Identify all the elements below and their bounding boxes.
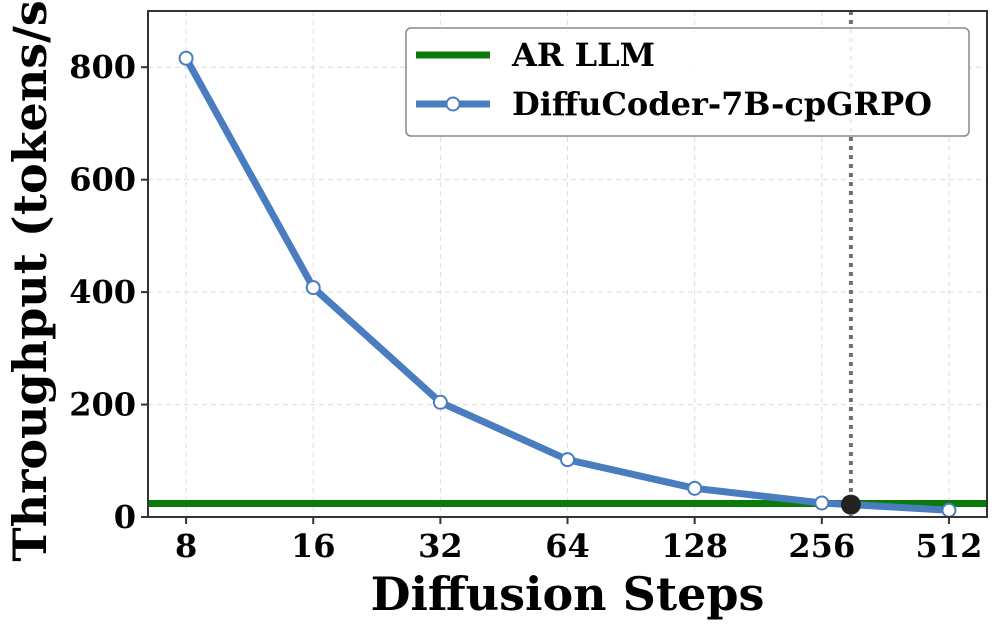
legend-label-diffucoder: DiffuCoder-7B-cpGRPO [512,85,932,123]
y-tick-label: 0 [114,498,136,536]
data-point [305,280,321,296]
x-tick-label: 256 [788,527,855,565]
data-point [814,495,830,511]
y-axis-title: Throughput (tokens/s) [3,0,57,562]
legend: AR LLM DiffuCoder-7B-cpGRPO [405,27,970,137]
x-tick-label: 512 [916,527,983,565]
y-tick-label: 800 [69,48,136,86]
data-point [560,452,576,468]
x-axis-title: Diffusion Steps [371,567,765,621]
y-tick-label: 400 [69,273,136,311]
x-tick-label: 128 [661,527,728,565]
legend-label-ar-llm: AR LLM [511,36,655,74]
x-tick-label: 64 [545,527,590,565]
x-ticks: 8 16 32 64 128 256 512 [175,517,982,565]
series-layer [178,50,957,518]
data-point [687,480,703,496]
legend-marker-diffucoder [445,96,461,112]
x-tick-label: 16 [291,527,336,565]
x-tick-label: 32 [418,527,463,565]
legend-box [405,27,970,137]
x-tick-label: 8 [175,527,197,565]
y-tick-label: 200 [69,386,136,424]
y-tick-label: 600 [69,161,136,199]
data-point [178,50,194,66]
y-ticks: 0 200 400 600 800 [69,48,148,536]
intersection-point [840,494,861,515]
data-point [432,394,448,410]
data-point [941,502,957,518]
